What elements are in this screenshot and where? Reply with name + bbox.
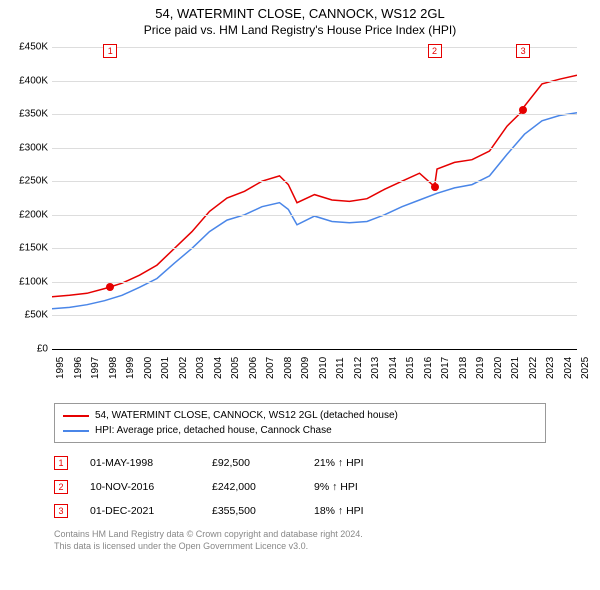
- gridline-h: [52, 315, 577, 316]
- legend-item: 54, WATERMINT CLOSE, CANNOCK, WS12 2GL (…: [63, 408, 537, 423]
- x-axis-label: 2001: [160, 357, 171, 379]
- transaction-delta: 18% ↑ HPI: [314, 505, 404, 517]
- x-axis-label: 2013: [370, 357, 381, 379]
- x-axis-label: 2011: [335, 357, 346, 379]
- x-axis-label: 1998: [108, 357, 119, 379]
- y-axis-label: £0: [2, 344, 48, 355]
- transaction-price: £355,500: [212, 505, 292, 517]
- x-axis-label: 2023: [545, 357, 556, 379]
- transaction-point: [106, 283, 114, 291]
- x-axis-label: 2022: [528, 357, 539, 379]
- gridline-h: [52, 181, 577, 182]
- chart-svg: [52, 47, 577, 349]
- plot-region: [52, 47, 577, 349]
- transaction-marker: 2: [428, 44, 442, 58]
- x-axis-label: 2021: [510, 357, 521, 379]
- x-axis-label: 2000: [143, 357, 154, 379]
- x-axis-label: 2017: [440, 357, 451, 379]
- legend-swatch: [63, 415, 89, 417]
- x-axis-label: 2007: [265, 357, 276, 379]
- transaction-point: [431, 183, 439, 191]
- x-axis-label: 2014: [388, 357, 399, 379]
- x-axis-label: 2008: [283, 357, 294, 379]
- transaction-date: 01-MAY-1998: [90, 457, 190, 469]
- gridline-h: [52, 282, 577, 283]
- y-axis-label: £50K: [2, 310, 48, 321]
- x-axis-label: 2012: [353, 357, 364, 379]
- transaction-delta: 21% ↑ HPI: [314, 457, 404, 469]
- footer-attribution: Contains HM Land Registry data © Crown c…: [54, 529, 546, 552]
- y-axis-label: £250K: [2, 176, 48, 187]
- x-axis-label: 2006: [248, 357, 259, 379]
- transaction-marker: 3: [516, 44, 530, 58]
- transaction-row: 1 01-MAY-1998 £92,500 21% ↑ HPI: [54, 451, 546, 475]
- title-block: 54, WATERMINT CLOSE, CANNOCK, WS12 2GL P…: [0, 0, 600, 37]
- legend-label: 54, WATERMINT CLOSE, CANNOCK, WS12 2GL (…: [95, 410, 398, 421]
- x-axis-label: 2009: [300, 357, 311, 379]
- x-axis-label: 1997: [90, 357, 101, 379]
- transaction-date: 10-NOV-2016: [90, 481, 190, 493]
- series-line: [52, 75, 577, 297]
- gridline-h: [52, 349, 577, 350]
- chart-subtitle: Price paid vs. HM Land Registry's House …: [0, 23, 600, 37]
- transaction-delta: 9% ↑ HPI: [314, 481, 404, 493]
- legend-item: HPI: Average price, detached house, Cann…: [63, 423, 537, 438]
- transaction-marker: 1: [103, 44, 117, 58]
- y-axis-label: £400K: [2, 75, 48, 86]
- x-axis-label: 1999: [125, 357, 136, 379]
- x-axis-label: 2010: [318, 357, 329, 379]
- footer-line-1: Contains HM Land Registry data © Crown c…: [54, 529, 546, 541]
- gridline-h: [52, 215, 577, 216]
- gridline-h: [52, 148, 577, 149]
- transaction-row: 3 01-DEC-2021 £355,500 18% ↑ HPI: [54, 499, 546, 523]
- x-axis-label: 2002: [178, 357, 189, 379]
- x-axis-label: 2020: [493, 357, 504, 379]
- footer-line-2: This data is licensed under the Open Gov…: [54, 541, 546, 553]
- legend-swatch: [63, 430, 89, 432]
- transaction-number: 2: [54, 480, 68, 494]
- x-axis-label: 2024: [563, 357, 574, 379]
- gridline-h: [52, 81, 577, 82]
- x-axis-label: 2004: [213, 357, 224, 379]
- gridline-h: [52, 248, 577, 249]
- y-axis-label: £450K: [2, 42, 48, 53]
- x-axis-label: 2015: [405, 357, 416, 379]
- legend-label: HPI: Average price, detached house, Cann…: [95, 425, 332, 436]
- transaction-table: 1 01-MAY-1998 £92,500 21% ↑ HPI 2 10-NOV-2016…: [54, 451, 546, 523]
- x-axis-label: 2019: [475, 357, 486, 379]
- x-axis-label: 1996: [73, 357, 84, 379]
- chart-title: 54, WATERMINT CLOSE, CANNOCK, WS12 2GL: [0, 6, 600, 21]
- gridline-h: [52, 114, 577, 115]
- transaction-date: 01-DEC-2021: [90, 505, 190, 517]
- transaction-number: 3: [54, 504, 68, 518]
- y-axis-label: £100K: [2, 276, 48, 287]
- x-axis-label: 2016: [423, 357, 434, 379]
- y-axis-label: £300K: [2, 142, 48, 153]
- x-axis-label: 2018: [458, 357, 469, 379]
- y-axis-label: £150K: [2, 243, 48, 254]
- transaction-point: [519, 106, 527, 114]
- x-axis-label: 2005: [230, 357, 241, 379]
- transaction-number: 1: [54, 456, 68, 470]
- transaction-row: 2 10-NOV-2016 £242,000 9% ↑ HPI: [54, 475, 546, 499]
- transaction-price: £92,500: [212, 457, 292, 469]
- transaction-price: £242,000: [212, 481, 292, 493]
- x-axis-label: 2003: [195, 357, 206, 379]
- gridline-h: [52, 47, 577, 48]
- y-axis-label: £350K: [2, 109, 48, 120]
- x-axis-label: 1995: [55, 357, 66, 379]
- legend-box: 54, WATERMINT CLOSE, CANNOCK, WS12 2GL (…: [54, 403, 546, 443]
- chart-area: £0 £50K £100K £150K £200K £250K £300K £350K £400…: [0, 37, 600, 397]
- x-axis-label: 2025: [580, 357, 591, 379]
- y-axis-label: £200K: [2, 209, 48, 220]
